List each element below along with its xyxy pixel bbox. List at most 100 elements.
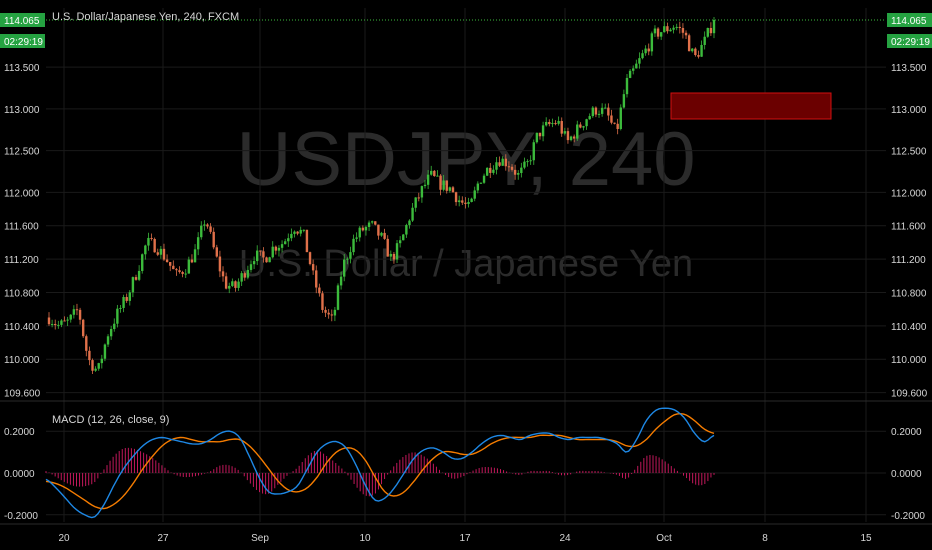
candle-body[interactable] [678, 26, 682, 28]
candle-body[interactable] [669, 29, 672, 32]
candle-body[interactable] [398, 240, 402, 244]
candle-body[interactable] [318, 287, 321, 294]
candle-body[interactable] [315, 270, 318, 288]
candle-body[interactable] [467, 201, 470, 204]
candle-body[interactable] [501, 158, 504, 166]
candle-body[interactable] [153, 238, 156, 253]
candle-body[interactable] [672, 27, 675, 30]
candle-body[interactable] [246, 269, 250, 278]
candle-body[interactable] [510, 166, 514, 170]
candle-body[interactable] [526, 161, 529, 163]
candle-body[interactable] [324, 309, 327, 313]
candle-body[interactable] [607, 107, 610, 116]
candle-body[interactable] [632, 68, 635, 71]
candle-body[interactable] [190, 259, 194, 263]
candle-body[interactable] [206, 224, 209, 227]
candle-body[interactable] [684, 32, 688, 36]
candle-body[interactable] [203, 224, 206, 226]
candle-body[interactable] [47, 317, 51, 325]
candle-body[interactable] [551, 123, 554, 125]
candle-body[interactable] [141, 254, 144, 271]
candle-body[interactable] [268, 257, 271, 263]
candle-body[interactable] [97, 363, 100, 369]
candle-body[interactable] [66, 319, 69, 321]
time-axis[interactable]: 20 27 Sep 10 17 24 Oct 8 15 [58, 533, 872, 544]
candle-body[interactable] [641, 53, 644, 59]
candle-body[interactable] [687, 35, 691, 52]
candle-body[interactable] [358, 227, 361, 238]
candle-body[interactable] [697, 55, 700, 57]
candle-body[interactable] [569, 136, 573, 141]
candle-body[interactable] [628, 70, 632, 78]
candle-body[interactable] [352, 238, 355, 253]
candle-body[interactable] [209, 226, 212, 232]
candle-body[interactable] [650, 33, 654, 52]
candle-body[interactable] [60, 320, 63, 325]
candle-body[interactable] [299, 229, 302, 234]
candle-body[interactable] [433, 170, 436, 177]
candle-body[interactable] [675, 26, 678, 28]
candle-body[interactable] [408, 220, 411, 226]
candle-body[interactable] [492, 169, 495, 173]
candle-body[interactable] [330, 314, 333, 316]
candle-body[interactable] [386, 238, 389, 257]
candle-body[interactable] [72, 309, 76, 315]
candle-body[interactable] [91, 360, 94, 371]
candle-body[interactable] [557, 121, 560, 124]
candle-body[interactable] [355, 237, 358, 239]
candlesticks[interactable] [47, 16, 716, 375]
candle-body[interactable] [234, 281, 237, 288]
supply-zone-rectangle[interactable] [670, 92, 832, 120]
candle-body[interactable] [159, 248, 163, 255]
candle-body[interactable] [476, 183, 480, 191]
candle-body[interactable] [610, 115, 613, 123]
candle-body[interactable] [364, 226, 368, 231]
candle-body[interactable] [600, 107, 604, 114]
candle-body[interactable] [548, 122, 551, 125]
candle-body[interactable] [395, 243, 399, 260]
candle-body[interactable] [464, 202, 467, 204]
candle-body[interactable] [405, 225, 408, 235]
candle-body[interactable] [137, 270, 141, 280]
candle-body[interactable] [249, 264, 253, 270]
candle-body[interactable] [579, 124, 582, 128]
candle-body[interactable] [193, 249, 197, 263]
candle-body[interactable] [451, 187, 455, 193]
candle-body[interactable] [346, 258, 349, 260]
candle-body[interactable] [554, 123, 557, 125]
candle-body[interactable] [361, 227, 365, 231]
candle-body[interactable] [430, 170, 433, 175]
candle-body[interactable] [560, 121, 563, 134]
candle-body[interactable] [162, 248, 166, 260]
candle-body[interactable] [523, 161, 526, 168]
candle-body[interactable] [663, 26, 666, 33]
candle-body[interactable] [287, 238, 290, 242]
candle-body[interactable] [532, 142, 535, 161]
candle-body[interactable] [144, 245, 147, 255]
candle-body[interactable] [147, 237, 150, 246]
candle-body[interactable] [119, 307, 122, 309]
candle-body[interactable] [259, 250, 262, 252]
candle-body[interactable] [489, 167, 492, 173]
candle-body[interactable] [88, 350, 91, 361]
price-axis-right[interactable]: 113.500 113.000 112.500 112.000 111.600 111.2… [891, 63, 928, 399]
candle-body[interactable] [175, 269, 178, 271]
chart-title[interactable]: U.S. Dollar/Japanese Yen, 240, FXCM [52, 11, 239, 23]
candle-body[interactable] [498, 162, 501, 166]
candle-body[interactable] [529, 160, 532, 162]
candle-body[interactable] [109, 329, 113, 337]
candle-body[interactable] [57, 324, 60, 326]
candle-body[interactable] [706, 27, 709, 37]
candle-body[interactable] [402, 234, 405, 241]
candle-body[interactable] [619, 107, 622, 129]
candle-body[interactable] [544, 122, 548, 126]
candle-body[interactable] [321, 293, 324, 310]
candle-body[interactable] [653, 28, 657, 34]
candle-body[interactable] [436, 175, 439, 177]
candle-body[interactable] [131, 277, 135, 293]
candle-body[interactable] [420, 186, 424, 198]
candle-body[interactable] [647, 48, 650, 52]
candle-body[interactable] [100, 358, 104, 364]
candle-body[interactable] [231, 281, 234, 286]
